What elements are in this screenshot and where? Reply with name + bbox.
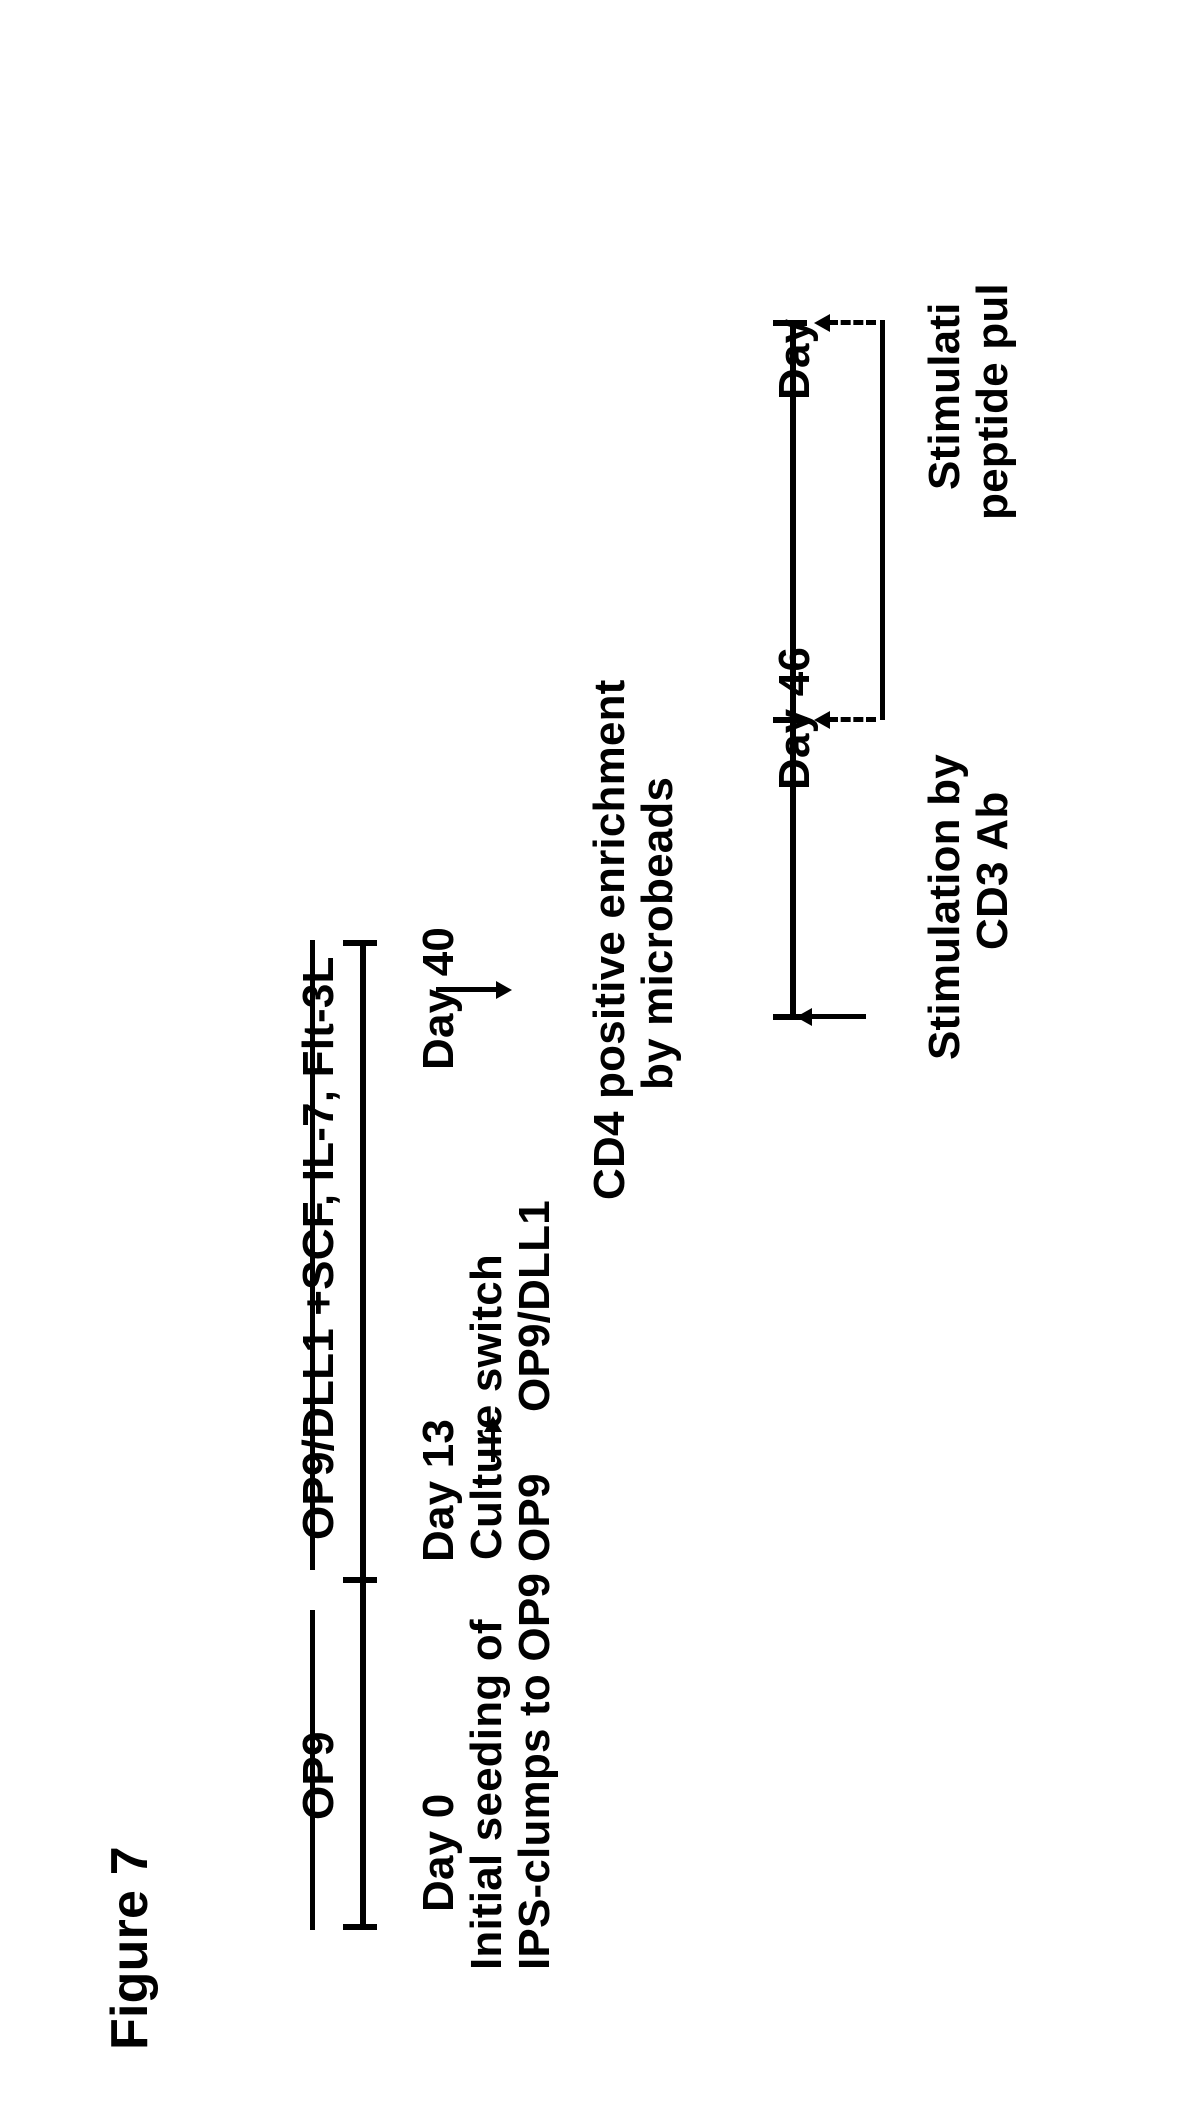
day40-arrow-shaft-clean [436,987,496,992]
phase-label-op9dll1: OP9/DLL1 +SCF, IL-7, Flt-3L [294,956,344,1540]
timeline2-day-end: Day [770,319,820,400]
timeline1-day13-sub2-post: OP9/DLL1 [510,1200,560,1412]
timeline1-day13: Day 13 [414,1419,464,1562]
timeline1-cap-end [343,940,377,946]
timeline1-tick-day13 [343,1577,377,1583]
phase-label-op9: OP9 [294,1731,344,1820]
timeline1-day0-sub2: IPS-clumps to OP9 [510,1573,560,1970]
timeline2-day46: Day 46 [770,647,820,790]
timeline2-start-arrow-shaft [810,1014,866,1019]
timeline1-cap-start [343,1924,377,1930]
timeline-1 [360,940,366,1930]
figure-7: Figure 7 OP9 OP9/DLL1 +SCF, IL-7, Flt-3L… [0,0,1191,2120]
timeline2-end-dash [828,320,876,330]
timeline2-bracket [880,320,885,720]
timeline1-day13-sub1: Culture switch [462,1254,512,1560]
timeline1-day0-sub1: Initial seeding of [462,1619,512,1970]
day13-arrow-shaft [491,1430,495,1462]
timeline1-day13-sub2-pre: OP9 [510,1473,560,1562]
timeline2-end-dash-head [814,314,830,332]
enrichment-line1: CD4 positive enrichment [585,679,635,1200]
stim-cd3ab-line2: CD3 Ab [968,792,1018,950]
stim-peptide-line2: peptide pul [968,283,1018,520]
timeline1-day0: Day 0 [414,1794,464,1912]
day13-arrow-head [484,1416,502,1432]
stim-peptide-line1: Stimulati [920,302,970,490]
stim-cd3ab-line1: Stimulation by [920,754,970,1060]
timeline1-day40: Day 40 [414,927,464,1070]
figure-caption: Figure 7 [100,1846,160,2050]
enrichment-line2: by microbeads [633,777,683,1090]
timeline2-day46-dash-head [814,711,830,729]
timeline2-start-arrow-head [796,1008,812,1026]
timeline2-day46-dash [828,717,876,727]
day40-arrow-head-clean [496,981,512,999]
